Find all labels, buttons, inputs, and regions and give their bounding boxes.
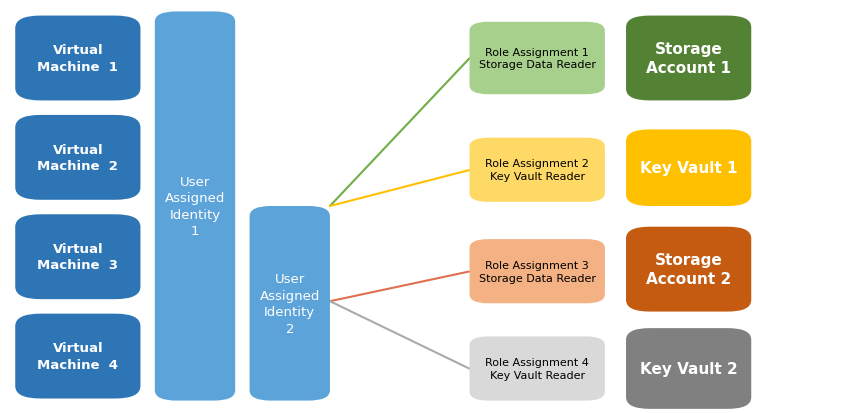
Text: Virtual
Machine  1: Virtual Machine 1	[37, 44, 118, 74]
FancyBboxPatch shape	[15, 215, 140, 299]
FancyBboxPatch shape	[15, 314, 140, 399]
FancyBboxPatch shape	[626, 130, 751, 206]
Text: User
Assigned
Identity
1: User Assigned Identity 1	[165, 176, 225, 237]
FancyBboxPatch shape	[470, 240, 605, 304]
FancyBboxPatch shape	[626, 17, 751, 101]
Text: Key Vault 1: Key Vault 1	[640, 161, 738, 176]
FancyBboxPatch shape	[470, 23, 605, 95]
FancyBboxPatch shape	[470, 138, 605, 202]
Text: Role Assignment 1
Storage Data Reader: Role Assignment 1 Storage Data Reader	[479, 47, 596, 70]
FancyBboxPatch shape	[626, 227, 751, 312]
FancyBboxPatch shape	[470, 337, 605, 401]
Text: Role Assignment 2
Key Vault Reader: Role Assignment 2 Key Vault Reader	[486, 159, 589, 182]
Text: User
Assigned
Identity
2: User Assigned Identity 2	[260, 273, 320, 335]
Text: Storage
Account 1: Storage Account 1	[646, 42, 731, 76]
FancyBboxPatch shape	[250, 206, 330, 401]
Text: Key Vault 2: Key Vault 2	[640, 361, 738, 376]
FancyBboxPatch shape	[15, 116, 140, 200]
FancyBboxPatch shape	[15, 17, 140, 101]
FancyBboxPatch shape	[626, 328, 751, 409]
Text: Virtual
Machine  3: Virtual Machine 3	[37, 242, 118, 272]
Text: Virtual
Machine  2: Virtual Machine 2	[37, 143, 118, 173]
Text: Role Assignment 3
Storage Data Reader: Role Assignment 3 Storage Data Reader	[479, 260, 596, 283]
FancyBboxPatch shape	[155, 12, 235, 401]
Text: Storage
Account 2: Storage Account 2	[646, 252, 731, 287]
Text: Role Assignment 4
Key Vault Reader: Role Assignment 4 Key Vault Reader	[486, 357, 589, 380]
Text: Virtual
Machine  4: Virtual Machine 4	[37, 342, 118, 371]
